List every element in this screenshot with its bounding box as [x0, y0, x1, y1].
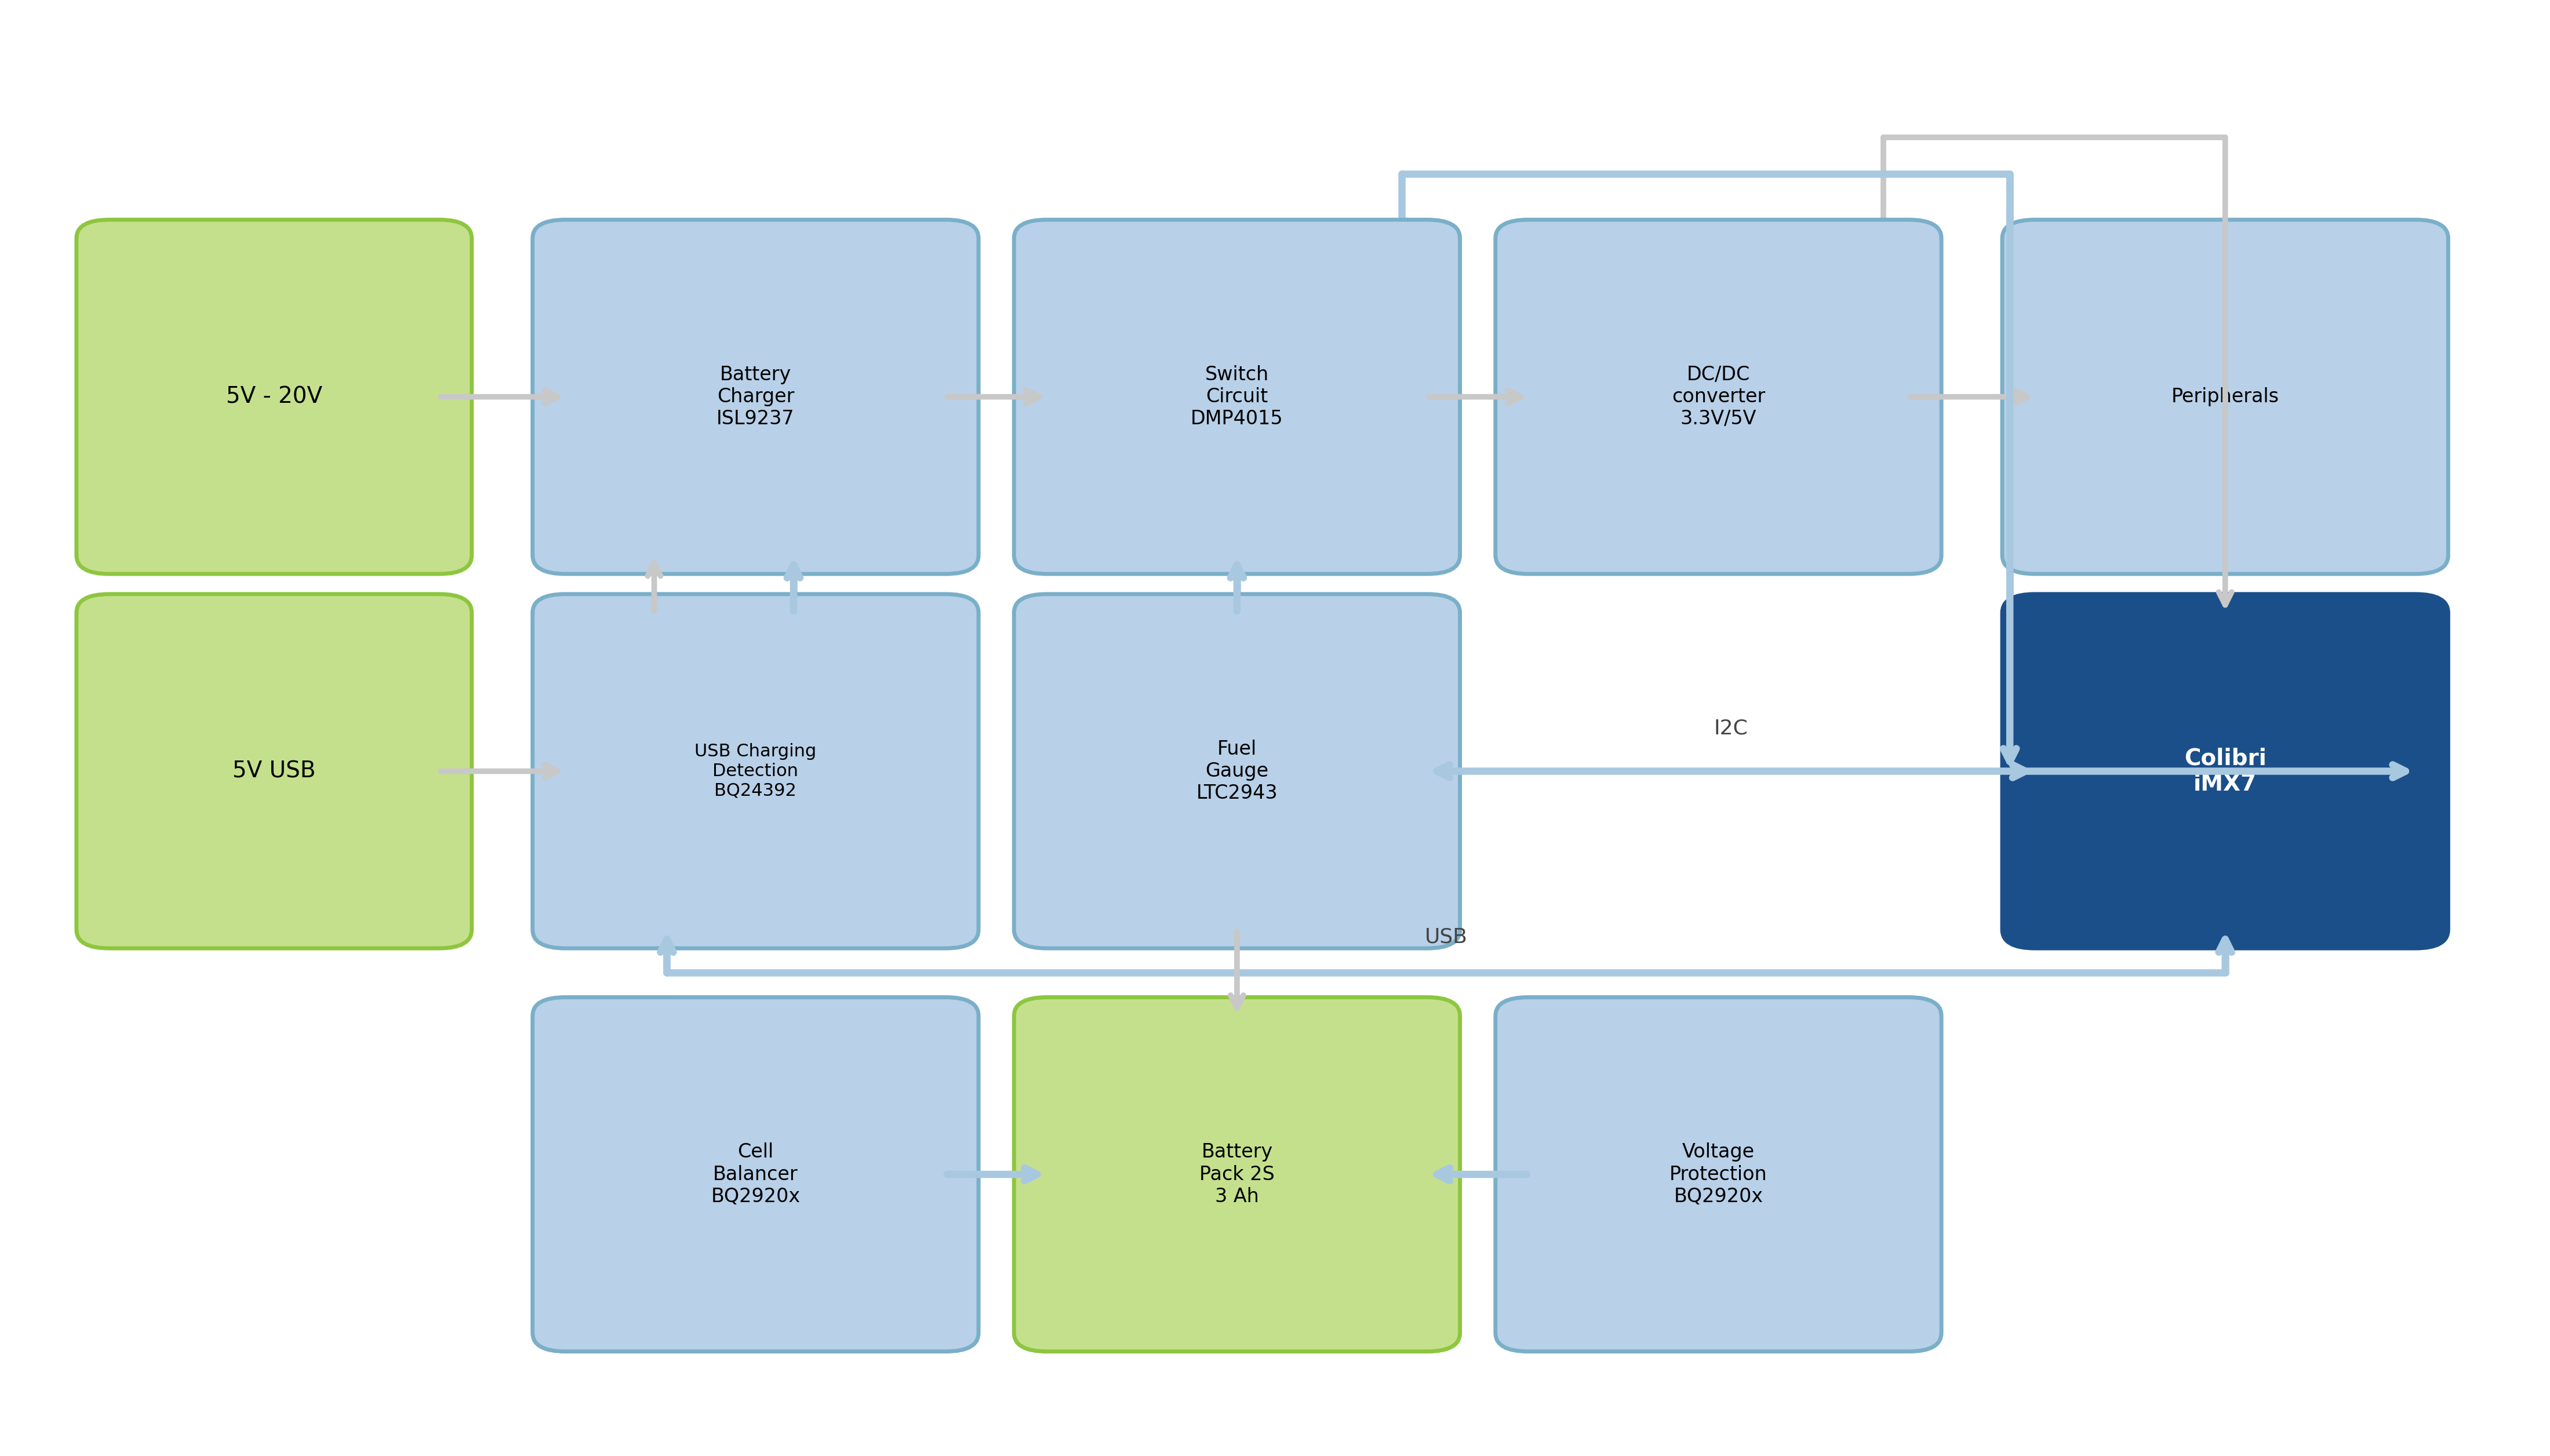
Text: Battery
Pack 2S
3 Ah: Battery Pack 2S 3 Ah [1198, 1143, 1275, 1206]
FancyBboxPatch shape [76, 594, 472, 948]
Text: Fuel
Gauge
LTC2943: Fuel Gauge LTC2943 [1196, 740, 1278, 802]
FancyBboxPatch shape [1015, 220, 1461, 574]
FancyBboxPatch shape [76, 220, 472, 574]
Text: USB Charging
Detection
BQ24392: USB Charging Detection BQ24392 [694, 744, 816, 799]
FancyBboxPatch shape [1494, 997, 1941, 1351]
Text: 5V - 20V: 5V - 20V [227, 386, 321, 408]
Text: Cell
Balancer
BQ2920x: Cell Balancer BQ2920x [711, 1143, 801, 1206]
FancyBboxPatch shape [1015, 997, 1461, 1351]
Text: Peripherals: Peripherals [2170, 387, 2280, 406]
FancyBboxPatch shape [1494, 220, 1941, 574]
FancyBboxPatch shape [533, 997, 979, 1351]
Text: Switch
Circuit
DMP4015: Switch Circuit DMP4015 [1191, 365, 1283, 428]
FancyBboxPatch shape [533, 220, 979, 574]
Text: Colibri
iMX7: Colibri iMX7 [2185, 747, 2267, 795]
FancyBboxPatch shape [1015, 594, 1461, 948]
Text: 5V USB: 5V USB [232, 760, 316, 782]
Text: I2C: I2C [1714, 718, 1749, 738]
Text: Battery
Charger
ISL9237: Battery Charger ISL9237 [717, 365, 796, 428]
FancyBboxPatch shape [2002, 220, 2448, 574]
Text: Voltage
Protection
BQ2920x: Voltage Protection BQ2920x [1670, 1143, 1767, 1206]
Text: DC/DC
converter
3.3V/5V: DC/DC converter 3.3V/5V [1673, 365, 1765, 428]
FancyBboxPatch shape [2002, 594, 2448, 948]
Text: USB: USB [1425, 927, 1466, 946]
FancyBboxPatch shape [533, 594, 979, 948]
